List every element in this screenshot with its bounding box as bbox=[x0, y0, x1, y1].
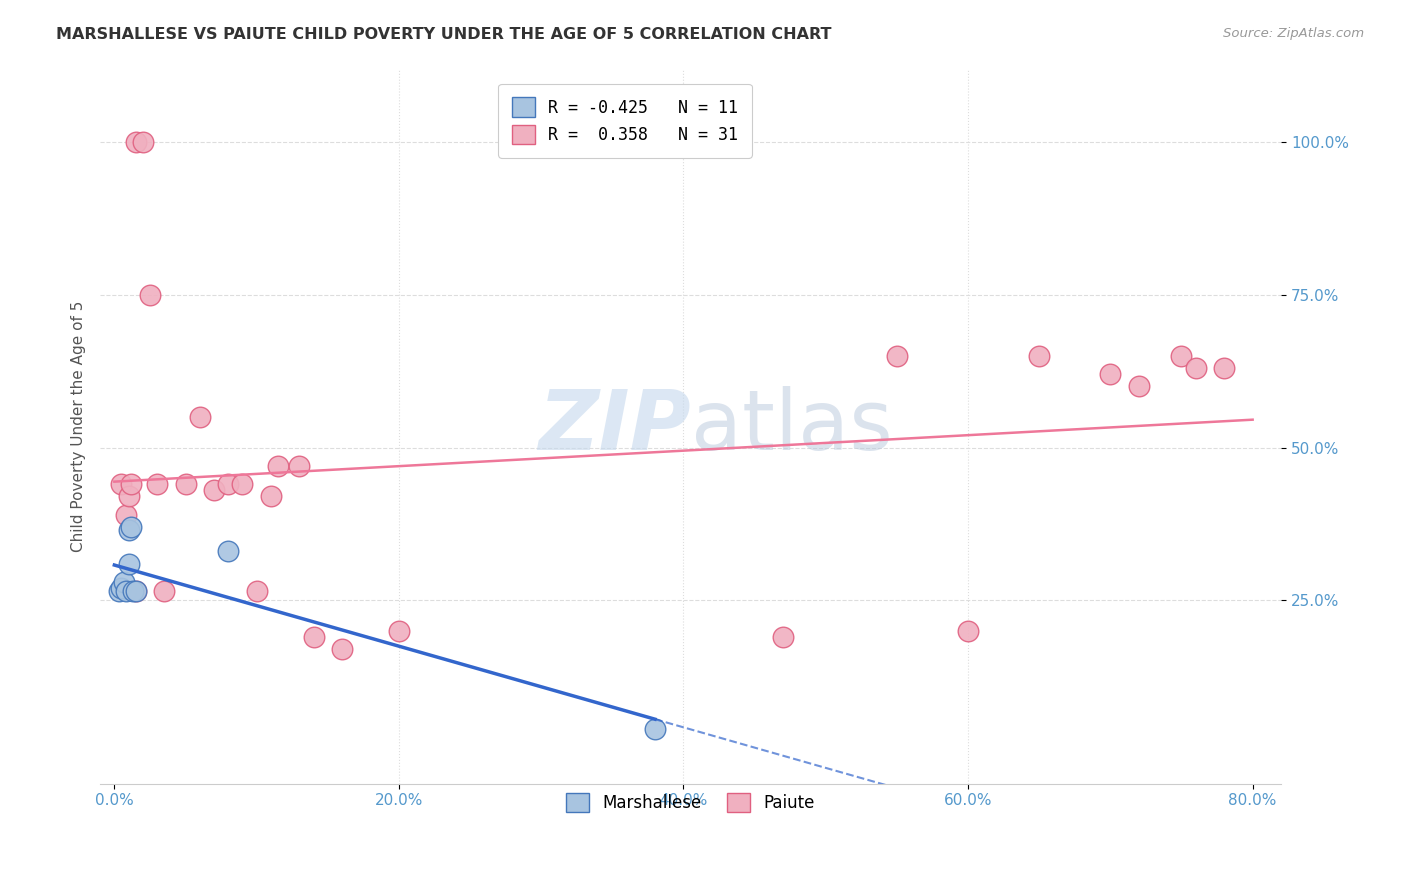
Point bbox=[117, 557, 139, 571]
Text: Source: ZipAtlas.com: Source: ZipAtlas.com bbox=[1223, 27, 1364, 40]
Point bbox=[886, 349, 908, 363]
Point bbox=[1028, 349, 1050, 363]
Point bbox=[146, 477, 169, 491]
Point bbox=[267, 458, 290, 473]
Legend: Marshallese, Paiute: Marshallese, Paiute bbox=[553, 780, 828, 825]
Point bbox=[1099, 367, 1122, 381]
Point bbox=[125, 584, 148, 599]
Point bbox=[330, 642, 353, 657]
Point bbox=[132, 135, 155, 149]
Point bbox=[153, 584, 176, 599]
Point bbox=[107, 584, 129, 599]
Point bbox=[112, 574, 135, 589]
Point bbox=[114, 508, 136, 522]
Y-axis label: Child Poverty Under the Age of 5: Child Poverty Under the Age of 5 bbox=[72, 301, 86, 552]
Text: atlas: atlas bbox=[690, 385, 893, 467]
Point bbox=[125, 135, 148, 149]
Point bbox=[302, 630, 325, 644]
Point bbox=[260, 490, 283, 504]
Point bbox=[121, 584, 143, 599]
Point bbox=[217, 544, 239, 558]
Point bbox=[1213, 361, 1236, 376]
Point bbox=[388, 624, 411, 638]
Point bbox=[1170, 349, 1192, 363]
Point bbox=[139, 287, 162, 301]
Point bbox=[188, 409, 211, 424]
Point bbox=[114, 584, 136, 599]
Point bbox=[202, 483, 225, 498]
Point bbox=[1184, 361, 1206, 376]
Point bbox=[644, 722, 666, 736]
Point bbox=[957, 624, 980, 638]
Point bbox=[117, 490, 139, 504]
Point bbox=[772, 630, 794, 644]
Point bbox=[1128, 379, 1150, 393]
Point bbox=[125, 584, 148, 599]
Point bbox=[174, 477, 197, 491]
Point bbox=[117, 523, 139, 537]
Point bbox=[246, 584, 269, 599]
Point bbox=[120, 520, 142, 534]
Point bbox=[231, 477, 253, 491]
Text: ZIP: ZIP bbox=[538, 385, 690, 467]
Point bbox=[288, 458, 311, 473]
Text: MARSHALLESE VS PAIUTE CHILD POVERTY UNDER THE AGE OF 5 CORRELATION CHART: MARSHALLESE VS PAIUTE CHILD POVERTY UNDE… bbox=[56, 27, 832, 42]
Point bbox=[110, 581, 132, 595]
Point bbox=[110, 477, 132, 491]
Point bbox=[217, 477, 239, 491]
Point bbox=[120, 477, 142, 491]
